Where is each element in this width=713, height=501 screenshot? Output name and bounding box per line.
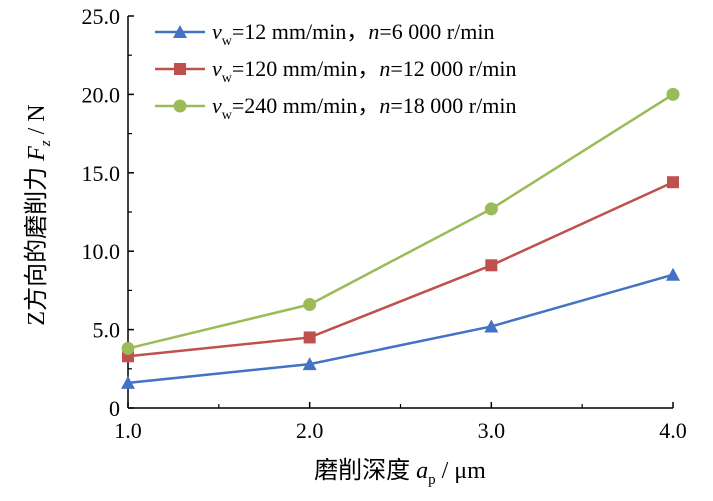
series-3	[121, 87, 680, 355]
x-axis-title: 磨削深度 ap / μm	[314, 457, 486, 488]
legend-label-part: n	[368, 19, 379, 44]
series-line	[127, 93, 674, 350]
legend-swatch-marker	[174, 63, 186, 75]
data-point	[484, 319, 499, 333]
x-tick-label: 4.0	[659, 418, 687, 443]
legend-label: vw=240 mm/min，n=18 000 r/min	[212, 93, 516, 123]
legend-label-part: =240 mm/min，	[232, 93, 379, 118]
y-tick-label: 25.0	[82, 4, 121, 29]
legend-label-part: =12 mm/min，	[232, 19, 368, 44]
series-line	[127, 273, 674, 385]
series-2	[122, 176, 679, 363]
y-axis-title-sub: z	[38, 140, 54, 147]
x-axis-title-sub: p	[428, 472, 436, 488]
data-point	[667, 176, 679, 189]
x-tick-label: 1.0	[114, 418, 142, 443]
x-axis-title-main: 磨削深度	[314, 457, 416, 484]
axes: 0 5.0 10.0 15.0 20.0 25.0 1.0 2.0 3.0 4.0	[82, 4, 687, 443]
y-axis-title-main: Z方向的磨削力	[23, 161, 50, 326]
series-layer	[121, 87, 680, 389]
legend-label-part: =120 mm/min，	[232, 56, 379, 81]
data-point	[121, 375, 135, 389]
legend-label-part: w	[222, 34, 233, 49]
series-1	[121, 267, 680, 389]
legend-label-part: =18 000 r/min	[390, 93, 516, 118]
data-point	[485, 259, 498, 272]
legend-swatch-marker	[173, 99, 187, 113]
data-point	[302, 357, 317, 371]
legend-entry: vw=120 mm/min，n=12 000 r/min	[155, 56, 516, 86]
y-axis-title-var: F	[24, 146, 50, 162]
legend-label-part: v	[212, 93, 222, 118]
legend-label-part: w	[222, 108, 233, 123]
legend-label-part: n	[379, 56, 390, 81]
data-point	[121, 341, 135, 355]
data-point	[303, 298, 317, 312]
legend-label-part: v	[212, 19, 222, 44]
y-axis-title-unit: / N	[24, 104, 50, 140]
legend-entry: vw=240 mm/min，n=18 000 r/min	[155, 93, 516, 123]
legend-label-part: =12 000 r/min	[390, 56, 516, 81]
legend-label-part: =6 000 r/min	[379, 19, 494, 44]
data-point	[666, 267, 680, 281]
legend-label: vw=120 mm/min，n=12 000 r/min	[212, 56, 516, 86]
y-axis-title: Z方向的磨削力 Fz / N	[23, 104, 54, 325]
data-point	[484, 202, 498, 216]
legend-label: vw=12 mm/min，n=6 000 r/min	[212, 19, 494, 49]
data-point	[666, 87, 680, 101]
y-tick-label: 20.0	[82, 82, 121, 107]
legend-label-part: n	[379, 93, 390, 118]
series-line	[127, 181, 674, 358]
data-point	[303, 331, 316, 344]
legend-label-part: w	[222, 71, 233, 86]
y-tick-label: 0	[109, 396, 120, 421]
legend-entry: vw=12 mm/min，n=6 000 r/min	[155, 19, 494, 49]
legend-label-part: v	[212, 56, 222, 81]
x-axis-title-var: a	[416, 458, 428, 484]
y-tick-label: 15.0	[82, 161, 121, 186]
y-tick-label: 10.0	[82, 239, 121, 264]
x-tick-label: 3.0	[478, 418, 506, 443]
x-axis-title-unit: / μm	[436, 458, 487, 484]
legend-swatch-marker	[173, 25, 187, 38]
y-tick-label: 5.0	[93, 318, 121, 343]
x-tick-label: 2.0	[296, 418, 324, 443]
